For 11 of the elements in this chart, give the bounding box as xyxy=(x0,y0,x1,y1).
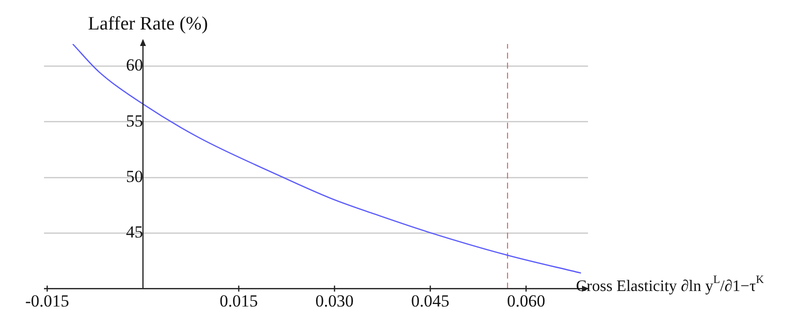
y-tick-label: 45 xyxy=(126,222,143,242)
x-tick-label: 0.060 xyxy=(506,291,546,310)
x-tick-label: 0.015 xyxy=(220,291,258,310)
line-series xyxy=(72,44,582,274)
x-tick-label: 0.045 xyxy=(411,291,450,310)
y-tick-label: 50 xyxy=(126,166,143,186)
y-axis-title: Laffer Rate (%) xyxy=(88,13,208,34)
y-tick-label: 60 xyxy=(126,56,143,75)
x-tick-label: 0.030 xyxy=(315,291,354,310)
x-tick-label: -0.015 xyxy=(25,291,70,310)
y-tick-label: 55 xyxy=(126,111,143,130)
